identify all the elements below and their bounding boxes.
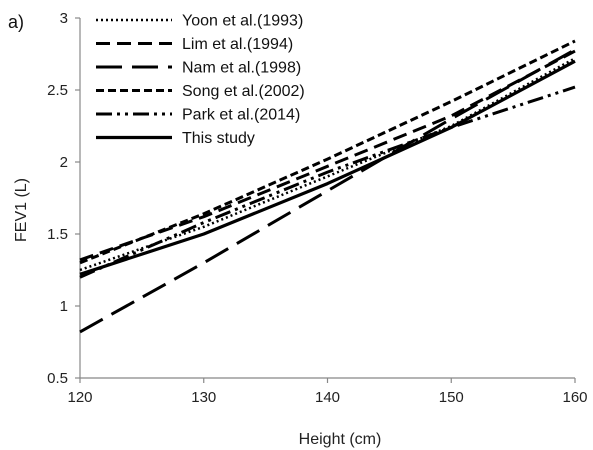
series-line-1 xyxy=(79,57,576,272)
legend-label: This study xyxy=(182,130,255,147)
series-line-4 xyxy=(79,39,576,265)
series-line-2 xyxy=(79,49,576,262)
legend-label: Nam et al.(1998) xyxy=(182,60,301,77)
panel-label: a) xyxy=(8,12,24,32)
x-axis-title: Height (cm) xyxy=(299,431,382,448)
y-tick-label: 1 xyxy=(60,298,68,315)
y-tick-label: 2.5 xyxy=(47,82,68,99)
series-line-3 xyxy=(79,48,576,334)
x-tick-label: 150 xyxy=(439,389,464,406)
legend-label: Lim et al.(1994) xyxy=(182,36,293,53)
x-tick-label: 130 xyxy=(191,389,216,406)
y-axis-title: FEV1 (L) xyxy=(13,178,30,242)
series-line-6 xyxy=(79,59,576,276)
series-layer xyxy=(79,39,576,334)
legend: Yoon et al.(1993) Lim et al.(1994) Nam et … xyxy=(96,13,305,147)
y-tick-label: 0.5 xyxy=(47,370,68,387)
y-tick-label: 2 xyxy=(60,154,68,171)
x-tick-label: 120 xyxy=(67,389,92,406)
x-tick-label: 160 xyxy=(562,389,587,406)
legend-label: Park et al.(2014) xyxy=(182,107,300,124)
x-tick-label: 140 xyxy=(315,389,340,406)
series-line-5 xyxy=(79,85,576,279)
legend-label: Yoon et al.(1993) xyxy=(182,13,303,30)
legend-label: Song et al.(2002) xyxy=(182,83,305,100)
y-tick-label: 3 xyxy=(60,10,68,27)
y-tick-label: 1.5 xyxy=(47,226,68,243)
axes: 0.5 1 1.5 2 2.5 3 120 130 140 150 160 xyxy=(47,10,587,406)
